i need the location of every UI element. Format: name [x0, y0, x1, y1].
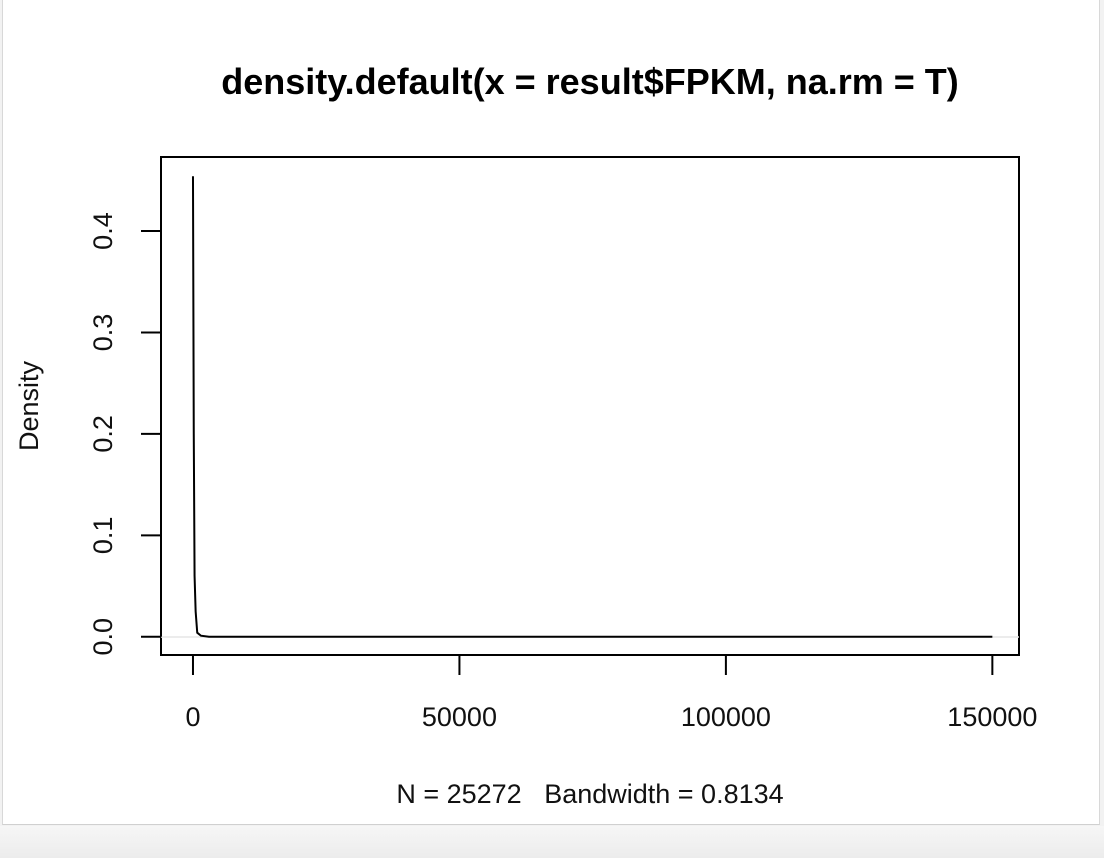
y-tick-label: 0.4 — [88, 212, 118, 250]
density-line — [191, 176, 993, 638]
y-axis: 0.0 0.1 0.2 0.3 0.4 — [88, 212, 162, 656]
y-axis-label: Density — [14, 360, 44, 451]
x-tick-label: 150000 — [947, 702, 1037, 732]
y-tick-label: 0.1 — [88, 517, 118, 555]
x-tick-label: 50000 — [422, 702, 497, 732]
plot-box — [160, 156, 1020, 656]
x-axis-label: N = 25272 Bandwidth = 0.8134 — [396, 779, 783, 809]
y-tick-label: 0.0 — [88, 618, 118, 656]
y-tick-label: 0.2 — [88, 415, 118, 453]
plot-window — [2, 0, 1100, 825]
window-footer — [0, 826, 1104, 858]
x-tick-label: 0 — [185, 702, 200, 732]
x-axis: 0 50000 100000 150000 — [185, 654, 1037, 732]
x-tick-label: 100000 — [681, 702, 771, 732]
chart-title: density.default(x = result$FPKM, na.rm =… — [221, 61, 959, 102]
y-tick-label: 0.3 — [88, 314, 118, 352]
